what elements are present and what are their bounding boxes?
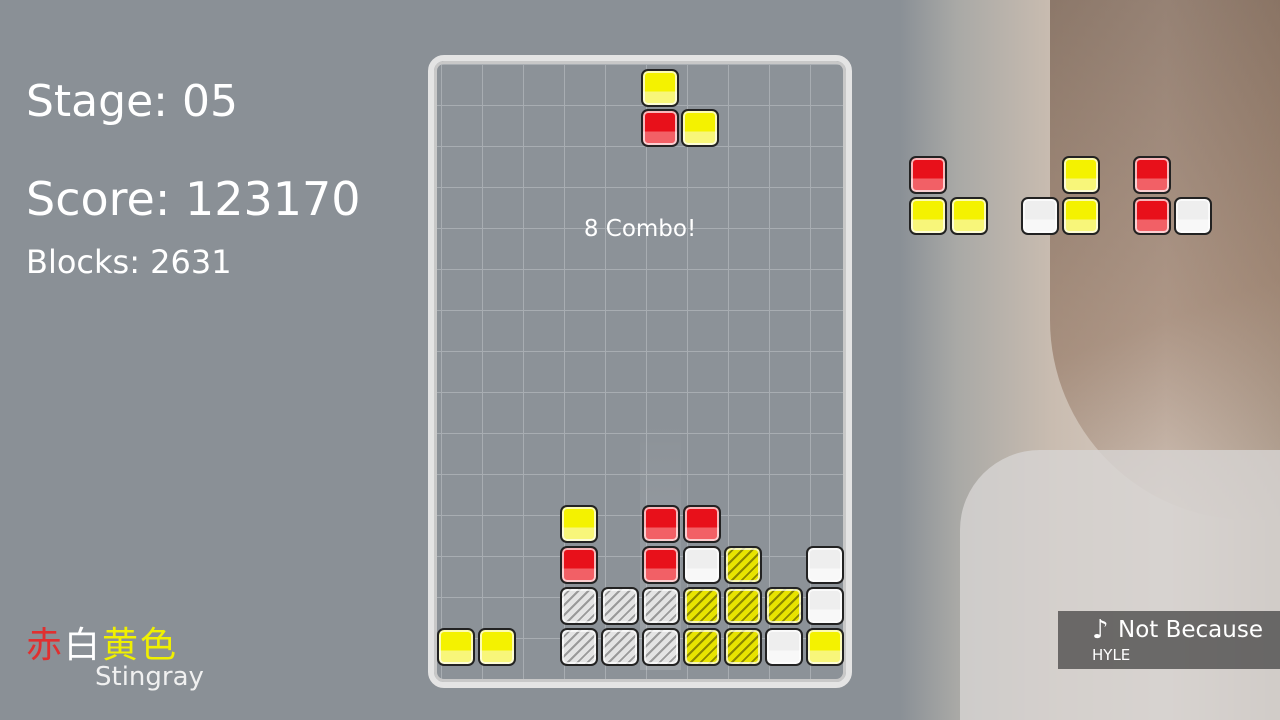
logo-char: 白 (64, 625, 103, 666)
block-hatch-white (601, 587, 639, 625)
block-white (683, 546, 721, 584)
music-note-icon: ♪ (1092, 615, 1109, 645)
block-hatch-white (601, 628, 639, 666)
block-hatch-white (642, 628, 680, 666)
block-white (765, 628, 803, 666)
falling-block-yellow (641, 69, 679, 107)
next-piece-block-yellow (1062, 197, 1100, 235)
logo-char: 赤 (26, 625, 65, 666)
block-hatch-white (560, 587, 598, 625)
next-piece-block-white (1174, 197, 1212, 235)
game-logo: 赤白黄色 (26, 616, 178, 668)
stage-label: Stage: 05 (26, 76, 238, 127)
block-red (642, 505, 680, 543)
next-piece-block-yellow (1062, 156, 1100, 194)
next-piece-block-yellow (909, 197, 947, 235)
block-yellow (560, 505, 598, 543)
background-photo (900, 0, 1280, 720)
next-piece-block-red (1133, 156, 1171, 194)
block-hatch-yellow (683, 587, 721, 625)
block-hatch-yellow (724, 546, 762, 584)
blocks-label: Blocks: 2631 (26, 243, 232, 281)
next-piece-block-white (1021, 197, 1059, 235)
next-piece-block-red (909, 156, 947, 194)
logo-subtitle: Stingray (95, 662, 204, 692)
block-yellow (437, 628, 475, 666)
block-white (806, 587, 844, 625)
falling-block-red (641, 109, 679, 147)
combo-text: 8 Combo! (583, 216, 697, 242)
block-white (806, 546, 844, 584)
logo-char: 黄 (102, 625, 141, 666)
block-red (560, 546, 598, 584)
block-hatch-white (642, 587, 680, 625)
block-hatch-yellow (724, 628, 762, 666)
block-hatch-white (560, 628, 598, 666)
game-board (428, 55, 852, 688)
now-playing: ♪ Not Because HYLE (1058, 611, 1280, 669)
block-yellow (806, 628, 844, 666)
block-yellow (478, 628, 516, 666)
falling-block-yellow (681, 109, 719, 147)
block-hatch-yellow (765, 587, 803, 625)
song-artist: HYLE (1092, 646, 1131, 664)
logo-char: 色 (140, 625, 179, 666)
block-hatch-yellow (683, 628, 721, 666)
block-red (683, 505, 721, 543)
block-red (642, 546, 680, 584)
score-label: Score: 123170 (26, 172, 361, 226)
next-piece-block-red (1133, 197, 1171, 235)
song-title: Not Because (1118, 617, 1263, 643)
block-hatch-yellow (724, 587, 762, 625)
next-piece-block-yellow (950, 197, 988, 235)
